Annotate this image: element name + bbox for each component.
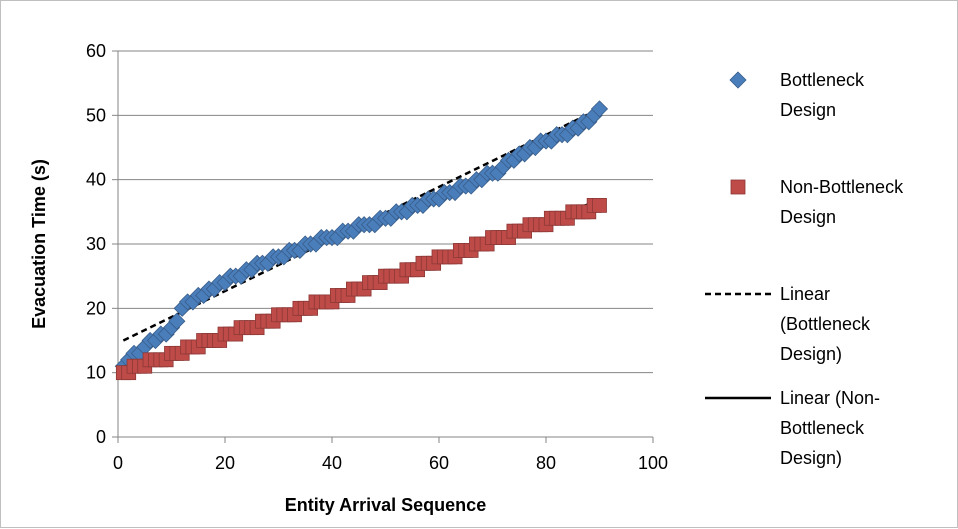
non-bottleneck-point (592, 197, 607, 213)
legend-label: (Bottleneck (780, 314, 871, 334)
y-tick-label: 10 (86, 363, 106, 383)
bottleneck-point (590, 100, 609, 118)
y-tick-label: 40 (86, 170, 106, 190)
y-tick-label: 50 (86, 105, 106, 125)
y-axis-title: Evacuation Time (s) (29, 159, 49, 329)
bottleneck-point (168, 312, 186, 330)
legend-symbol-diamond (729, 71, 747, 89)
x-tick-label: 60 (429, 453, 449, 473)
x-tick-label: 40 (322, 453, 342, 473)
axes-layer: 0 10 20 30 40 50 60 0 20 40 60 80 100 (86, 41, 668, 473)
legend-label: Design) (780, 344, 842, 364)
x-tick-label: 0 (113, 453, 123, 473)
legend: Bottleneck Design Non-Bottleneck Design Line… (705, 70, 904, 468)
legend-label: Design (780, 100, 836, 120)
legend-label: Linear (Non- (780, 388, 880, 408)
y-tick-label: 60 (86, 41, 106, 61)
y-tick-label: 0 (96, 427, 106, 447)
y-tick-label: 30 (86, 234, 106, 254)
marker-layer (114, 100, 609, 381)
x-axis-title: Entity Arrival Sequence (285, 495, 486, 515)
legend-label: Bottleneck (780, 418, 865, 438)
x-tick-label: 100 (638, 453, 668, 473)
x-tick-label: 80 (536, 453, 556, 473)
legend-symbol-square (730, 179, 746, 195)
legend-label: Bottleneck (780, 70, 865, 90)
legend-label: Linear (780, 284, 830, 304)
legend-label: Design) (780, 448, 842, 468)
y-tick-label: 20 (86, 298, 106, 318)
x-tick-label: 20 (215, 453, 235, 473)
legend-label: Non-Bottleneck (780, 177, 904, 197)
grid-layer (118, 50, 653, 374)
legend-label: Design (780, 207, 836, 227)
